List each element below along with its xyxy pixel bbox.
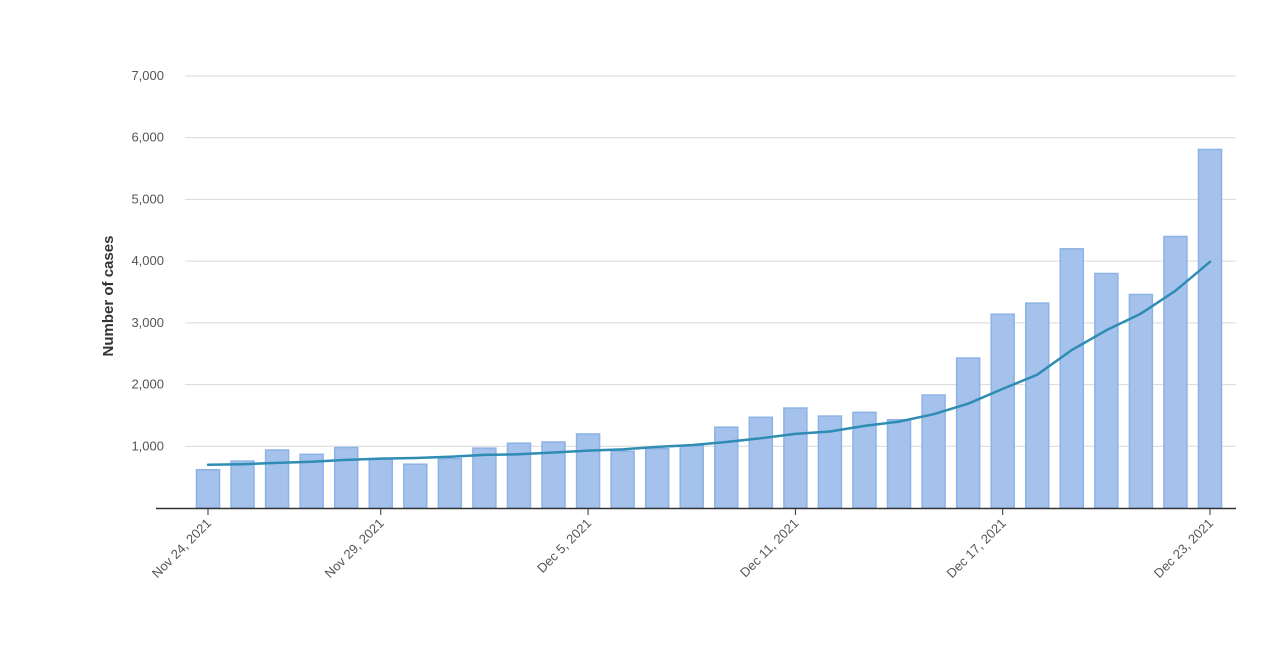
average-line-group	[206, 260, 1212, 467]
y-axis-title: Number of cases	[100, 236, 117, 357]
bar	[264, 449, 290, 509]
bars	[195, 148, 1223, 509]
bar	[644, 448, 670, 509]
x-tick-label: Dec 23, 2021	[1151, 516, 1216, 581]
bar	[1059, 248, 1085, 509]
bar	[886, 418, 912, 509]
grid-lines	[185, 75, 1236, 447]
bar	[1128, 293, 1154, 509]
x-tick-label: Dec 17, 2021	[944, 516, 1009, 581]
bar	[748, 416, 774, 509]
bar	[472, 447, 497, 509]
average-line	[206, 260, 1212, 467]
bar	[368, 457, 394, 509]
bar	[714, 426, 739, 509]
bar	[1024, 302, 1050, 509]
y-tick-label: 6,000	[131, 130, 164, 145]
bar	[195, 468, 221, 509]
y-tick-label: 1,000	[131, 438, 164, 453]
bar	[783, 407, 808, 509]
x-tick-label: Nov 29, 2021	[322, 516, 387, 581]
y-axis-tick-labels: 1,000 2,000 3,000 4,000 5,000 6,000 7,000	[131, 68, 164, 453]
bar	[679, 444, 704, 509]
bar	[955, 357, 981, 509]
y-tick-label: 7,000	[131, 68, 164, 83]
x-axis-ticks: Nov 24, 2021 Nov 29, 2021 Dec 5, 2021 Dec 1…	[149, 508, 1216, 581]
bar	[403, 463, 428, 509]
y-tick-label: 3,000	[131, 315, 164, 330]
bar	[1163, 235, 1188, 509]
x-tick-label: Dec 11, 2021	[737, 516, 802, 581]
bar	[575, 433, 601, 509]
y-tick-label: 5,000	[131, 191, 164, 206]
bar	[1197, 148, 1223, 509]
y-tick-label: 2,000	[131, 377, 164, 392]
bar	[1094, 272, 1119, 509]
x-tick-label: Dec 5, 2021	[534, 516, 594, 576]
bar	[990, 313, 1015, 509]
bar	[333, 446, 359, 509]
bar	[230, 460, 255, 509]
y-tick-label: 4,000	[131, 253, 164, 268]
x-tick-label: Nov 24, 2021	[149, 516, 214, 581]
bar	[437, 457, 463, 509]
bar	[610, 450, 635, 509]
